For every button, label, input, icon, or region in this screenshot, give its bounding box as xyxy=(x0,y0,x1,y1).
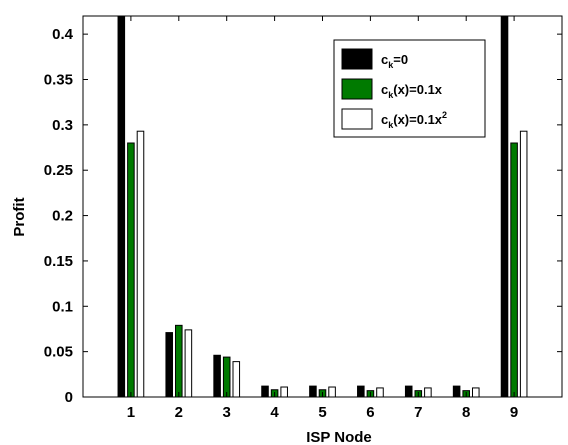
bar-series-3-node-2 xyxy=(184,329,193,398)
y-tick-label: 0.3 xyxy=(52,117,73,134)
bar-series-3-node-4 xyxy=(280,386,288,398)
bar-series-3-node-1 xyxy=(136,130,145,398)
x-tick-label: 2 xyxy=(175,404,183,421)
y-tick-label: 0 xyxy=(65,389,73,406)
bar-series-1-node-8 xyxy=(452,385,461,398)
bar-series-3-node-6 xyxy=(376,387,384,398)
y-tick-label: 0.4 xyxy=(52,26,74,43)
bar-series-3-node-3 xyxy=(232,361,241,398)
bar-series-1-node-7 xyxy=(404,385,413,398)
bar-series-3-node-9 xyxy=(519,130,528,398)
bar-series-1-node-3 xyxy=(213,354,221,398)
legend-label-3: ck(x)=0.1x2 xyxy=(381,110,447,130)
y-tick-label: 0.1 xyxy=(52,298,73,315)
x-axis-label: ISP Node xyxy=(306,429,372,445)
x-tick-label: 6 xyxy=(366,404,374,421)
x-tick-label: 8 xyxy=(462,404,470,421)
bar-series-3-node-8 xyxy=(472,387,480,398)
bar-series-1-node-1 xyxy=(117,15,126,398)
x-tick-label: 5 xyxy=(318,404,326,421)
bar-series-2-node-3 xyxy=(222,356,231,398)
legend: ck=0 ck(x)=0.1x ck(x)=0.1x2 xyxy=(333,39,486,138)
legend-swatch-3 xyxy=(341,108,373,130)
y-axis-label: Profit xyxy=(11,197,28,236)
bar-series-2-node-9 xyxy=(510,142,518,398)
y-tick-label: 0.25 xyxy=(44,162,73,179)
y-tick-label: 0.05 xyxy=(44,344,73,361)
y-tick-label: 0.35 xyxy=(44,72,73,89)
legend-swatch-2 xyxy=(341,78,373,100)
bar-series-1-node-4 xyxy=(261,385,269,398)
bar-series-3-node-7 xyxy=(424,387,432,398)
plot-frame xyxy=(82,15,563,398)
bar-series-2-node-1 xyxy=(127,142,135,398)
x-tick-label: 7 xyxy=(414,404,422,421)
legend-label-2: ck(x)=0.1x xyxy=(381,82,443,100)
x-tick-label: 4 xyxy=(270,404,279,421)
bar-series-1-node-9 xyxy=(500,15,509,398)
legend-label-1: ck=0 xyxy=(381,52,408,70)
bar-series-2-node-2 xyxy=(175,324,183,398)
y-tick-label: 0.2 xyxy=(52,208,73,225)
axes-layer: 0 0.05 0.1 0.15 0.2 0.25 0.3 0.35 0.4 1 2 3 4 5 6 7 8 9 xyxy=(44,15,563,421)
bar-series-1-node-2 xyxy=(165,332,174,398)
x-tick-label: 1 xyxy=(127,404,135,421)
bar-series-3-node-5 xyxy=(328,386,336,398)
x-tick-label: 3 xyxy=(223,404,231,421)
x-tick-label: 9 xyxy=(510,404,518,421)
bar-series-1-node-6 xyxy=(357,385,365,398)
bar-series-1-node-5 xyxy=(309,385,317,398)
y-tick-label: 0.15 xyxy=(44,253,73,270)
legend-swatch-1 xyxy=(341,48,373,70)
